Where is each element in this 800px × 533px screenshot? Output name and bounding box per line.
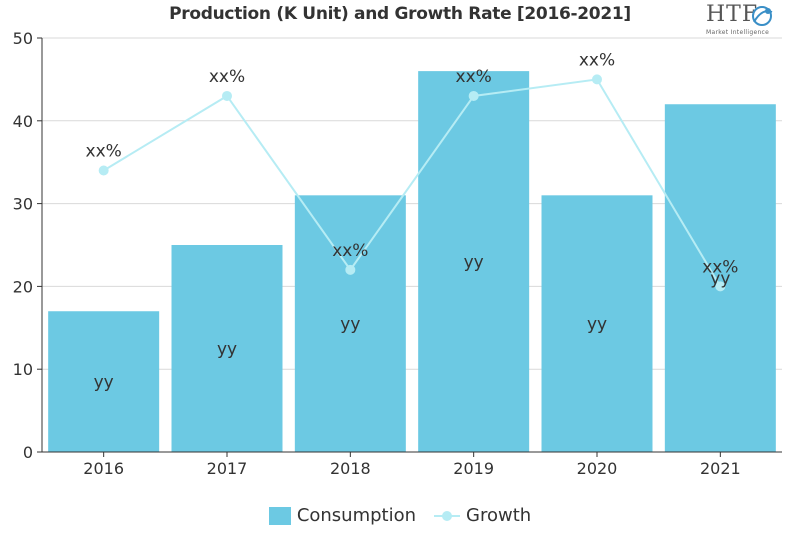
growth-data-label: xx%: [702, 257, 738, 277]
growth-point: [98, 165, 109, 176]
bar: [418, 71, 530, 453]
y-tick-label: 0: [23, 443, 33, 462]
legend: Consumption Growth: [0, 505, 800, 526]
logo-subtext: Market Intelligence: [706, 29, 770, 36]
legend-swatch-bar: [268, 506, 291, 525]
growth-point: [468, 90, 479, 101]
x-tick-label: 2019: [453, 459, 494, 478]
globe-icon: [752, 6, 773, 26]
x-tick-label: 2020: [577, 459, 618, 478]
y-tick-label: 40: [13, 112, 33, 131]
bar-data-label: yy: [340, 315, 360, 335]
legend-label-growth: Growth: [466, 505, 532, 526]
bar-data-label: yy: [587, 315, 607, 335]
growth-data-label: xx%: [209, 67, 245, 87]
x-tick-label: 2016: [83, 459, 124, 478]
y-tick-label: 30: [13, 195, 33, 214]
growth-point: [222, 90, 232, 101]
growth-line: [103, 78, 722, 287]
x-tick-label: 2018: [330, 459, 371, 478]
chart-title: Production (K Unit) and Growth Rate [201…: [169, 4, 631, 24]
bar: [541, 195, 653, 452]
bar: [171, 245, 283, 452]
bar: [664, 104, 776, 453]
htf-logo: HTF Market Intelligence: [700, 0, 790, 40]
bar-data-label: yy: [464, 253, 484, 273]
growth-data-label: xx%: [86, 141, 122, 161]
legend-item-consumption[interactable]: Consumption: [268, 505, 417, 526]
line-series: [98, 74, 726, 292]
y-tick-label: 50: [13, 29, 33, 48]
growth-point: [715, 281, 726, 292]
bar: [48, 311, 160, 452]
legend-item-growth[interactable]: Growth: [434, 505, 531, 526]
bar-series: [48, 71, 776, 453]
y-tick-label: 20: [13, 277, 33, 296]
logo-text: HTF: [706, 2, 759, 27]
growth-point: [345, 264, 356, 275]
legend-label-consumption: Consumption: [296, 505, 417, 526]
bar-data-label: yy: [710, 269, 730, 289]
growth-data-label: xx%: [456, 67, 492, 87]
bar-data-label: yy: [94, 373, 114, 393]
growth-data-label: xx%: [332, 241, 368, 261]
grid-lines: [42, 37, 782, 370]
x-tick-label: 2021: [700, 459, 741, 478]
axes: 0 10 20 30 40 50 2016 2017 2018 2019 2020 2021: [13, 29, 782, 478]
growth-point: [592, 74, 602, 85]
x-tick-label: 2017: [207, 459, 248, 478]
y-tick-label: 10: [13, 360, 33, 379]
chart-plot: 0 10 20 30 40 50 2016 2017 2018 2019 2020 2021 yy yy…: [13, 29, 782, 478]
bar: [294, 195, 406, 452]
growth-data-label: xx%: [579, 50, 615, 70]
legend-swatch-line: [434, 507, 461, 525]
bar-data-label: yy: [217, 340, 237, 360]
